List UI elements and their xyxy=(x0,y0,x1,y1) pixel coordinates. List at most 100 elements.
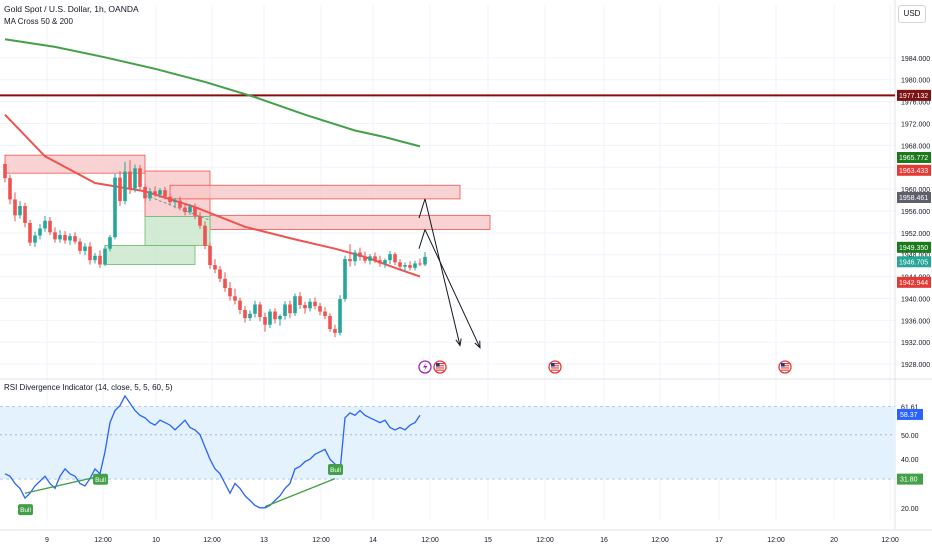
candle xyxy=(393,251,397,266)
rsi-tick-label: 20.00 xyxy=(901,506,919,513)
bull-marker-label: Bull xyxy=(330,467,341,474)
candle xyxy=(308,298,312,312)
candle-body xyxy=(418,263,422,265)
candle xyxy=(373,252,377,263)
candle xyxy=(208,242,212,269)
candle-body xyxy=(298,296,302,305)
event-icons[interactable] xyxy=(418,360,792,374)
candle xyxy=(53,227,57,243)
time-tick-label: 10 xyxy=(152,537,160,544)
candle-body xyxy=(63,235,67,241)
candle-body xyxy=(18,206,22,216)
rsi-badge-label: 31.80 xyxy=(900,477,918,484)
candle-body xyxy=(233,296,237,301)
time-tick-label: 13 xyxy=(260,537,268,544)
price-tick-label: 1960.000 xyxy=(901,187,930,194)
flag-canton xyxy=(781,363,785,367)
rsi-badge-box xyxy=(897,473,923,485)
candle xyxy=(248,310,252,321)
candle-body xyxy=(178,200,182,208)
candle xyxy=(238,297,242,315)
candle-body xyxy=(43,220,47,229)
price-axis[interactable]: 1984.000 1980.000 1976.000 1972.000 1968.000… xyxy=(897,56,931,513)
flag-circle xyxy=(548,360,562,374)
candle xyxy=(368,254,372,265)
arrow-head xyxy=(455,338,462,347)
flag-stripe xyxy=(436,369,444,371)
candle-body xyxy=(308,301,312,309)
flag-canton xyxy=(551,363,555,367)
price-tick-label: 1940.000 xyxy=(901,296,930,303)
bull-divergence-line-0 xyxy=(24,475,101,494)
flag-stripe xyxy=(781,369,789,371)
candle-body xyxy=(23,206,27,223)
candle xyxy=(293,293,297,316)
candle-body xyxy=(193,206,197,216)
candle xyxy=(318,302,322,316)
price-badge-box xyxy=(897,241,931,253)
candle-body xyxy=(343,259,347,299)
price-badge: 1958.461 xyxy=(897,191,931,203)
price-badge: 1949.350 xyxy=(897,241,931,253)
projections[interactable] xyxy=(144,194,481,349)
symbol-title[interactable]: Gold Spot / U.S. Dollar, 1h, OANDA xyxy=(4,4,139,14)
price-tick-label: 1936.000 xyxy=(901,318,930,325)
bull-marker: Bull xyxy=(93,473,108,485)
price-badge: 1942.944 xyxy=(897,276,931,288)
candle-body xyxy=(163,190,167,197)
candle-body xyxy=(118,177,122,202)
arrow-left-leg xyxy=(418,229,426,249)
time-tick-label: 12:00 xyxy=(94,537,112,544)
candle xyxy=(153,186,157,197)
candle xyxy=(103,245,107,267)
candle-body xyxy=(93,255,97,261)
rsi-series: Bull Bull Bull xyxy=(4,394,421,516)
rsi-badge: 58.37 xyxy=(897,408,923,420)
candle-body xyxy=(268,311,272,325)
time-tick-label: 17 xyxy=(715,537,723,544)
candle-body xyxy=(173,200,177,203)
candle-body xyxy=(228,288,232,297)
candle xyxy=(253,300,257,318)
candle xyxy=(383,258,387,268)
flag-stripe xyxy=(551,365,559,367)
candle-body xyxy=(388,254,392,261)
us-flag-event-icon xyxy=(778,360,792,374)
candle-body xyxy=(263,317,267,325)
candle-body xyxy=(183,207,187,213)
candle-body xyxy=(393,254,397,263)
candle xyxy=(78,238,82,255)
candle-body xyxy=(348,259,352,262)
candle xyxy=(68,233,72,245)
price-badge-label: 1963.433 xyxy=(899,168,928,175)
candle-body xyxy=(278,315,282,320)
time-tick-label: 9 xyxy=(45,537,49,544)
candle xyxy=(48,216,52,235)
rsi-badge: 31.80 xyxy=(897,473,923,485)
candle-body xyxy=(28,222,32,243)
candle xyxy=(98,250,102,268)
candle xyxy=(193,203,197,220)
flag-stripe xyxy=(781,367,789,369)
candle xyxy=(63,231,67,244)
price-tick-label: 1972.000 xyxy=(901,121,930,128)
candle xyxy=(338,295,342,336)
candle-body xyxy=(273,311,277,320)
candle xyxy=(43,215,47,232)
time-axis[interactable]: 9 12:00 10 12:00 13 12:00 14 12:00 15 12:00 16 12:0… xyxy=(0,529,932,544)
candle-body xyxy=(368,256,372,261)
time-tick-label: 12:00 xyxy=(767,537,785,544)
ma-cross-label[interactable]: MA Cross 50 & 200 xyxy=(4,17,73,26)
price-tick-label: 1948.000 xyxy=(901,253,930,260)
candle-body xyxy=(148,191,152,199)
rsi-tick-label: 61.61 xyxy=(901,405,919,412)
time-tick-label: 12:00 xyxy=(651,537,669,544)
bull-marker-box xyxy=(93,473,108,485)
rsi-label[interactable]: RSI Divergence Indicator (14, close, 5, … xyxy=(4,383,173,392)
candle-body xyxy=(123,171,127,202)
currency-button[interactable]: USD xyxy=(898,5,926,23)
candle-body xyxy=(78,241,82,251)
us-flag-event-icon xyxy=(433,360,447,374)
